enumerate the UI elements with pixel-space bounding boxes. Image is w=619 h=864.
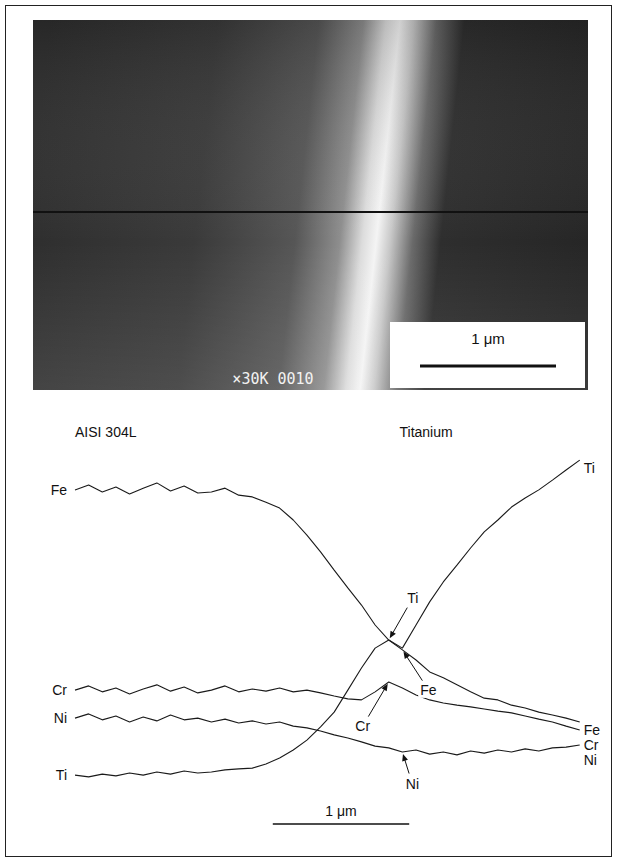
svg-text:×30K 0010: ×30K 0010 xyxy=(232,370,313,388)
svg-text:1 μm: 1 μm xyxy=(325,803,356,819)
svg-text:Titanium: Titanium xyxy=(400,424,453,440)
svg-text:Fe: Fe xyxy=(584,722,601,738)
svg-text:1 μm: 1 μm xyxy=(471,330,505,347)
svg-text:Cr: Cr xyxy=(355,718,370,734)
svg-text:Cr: Cr xyxy=(52,682,67,698)
svg-text:Ni: Ni xyxy=(54,710,67,726)
svg-text:Ni: Ni xyxy=(406,776,419,792)
svg-text:AISI 304L: AISI 304L xyxy=(75,424,137,440)
svg-text:Fe: Fe xyxy=(420,682,437,698)
svg-text:Ti: Ti xyxy=(56,767,67,783)
svg-text:Ti: Ti xyxy=(407,590,418,606)
svg-text:Ni: Ni xyxy=(584,752,597,768)
svg-text:Cr: Cr xyxy=(584,737,599,753)
svg-text:Fe: Fe xyxy=(51,482,68,498)
svg-text:Ti: Ti xyxy=(584,460,595,476)
